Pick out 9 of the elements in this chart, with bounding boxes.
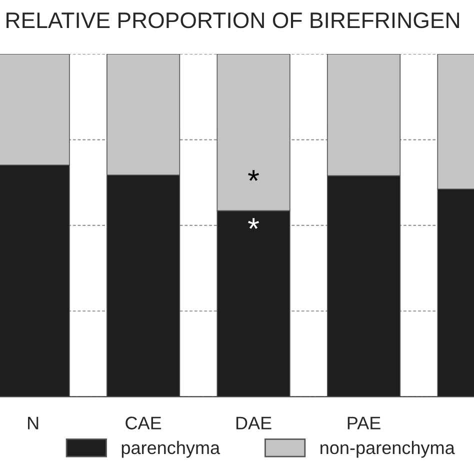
x-tick-label: N [28, 416, 38, 430]
annotation: * [248, 170, 260, 181]
annotation: * [248, 218, 260, 229]
x-tick-label: CAE [126, 416, 162, 430]
x-tick-label: PAE [348, 416, 380, 430]
legend-label: non-parenchyma [320, 440, 455, 458]
chart-title: RELATIVE PROPORTION OF BIREFRINGEN [6, 12, 459, 28]
legend-label: parenchyma [122, 440, 220, 458]
x-tick-label: DAE [236, 416, 272, 430]
